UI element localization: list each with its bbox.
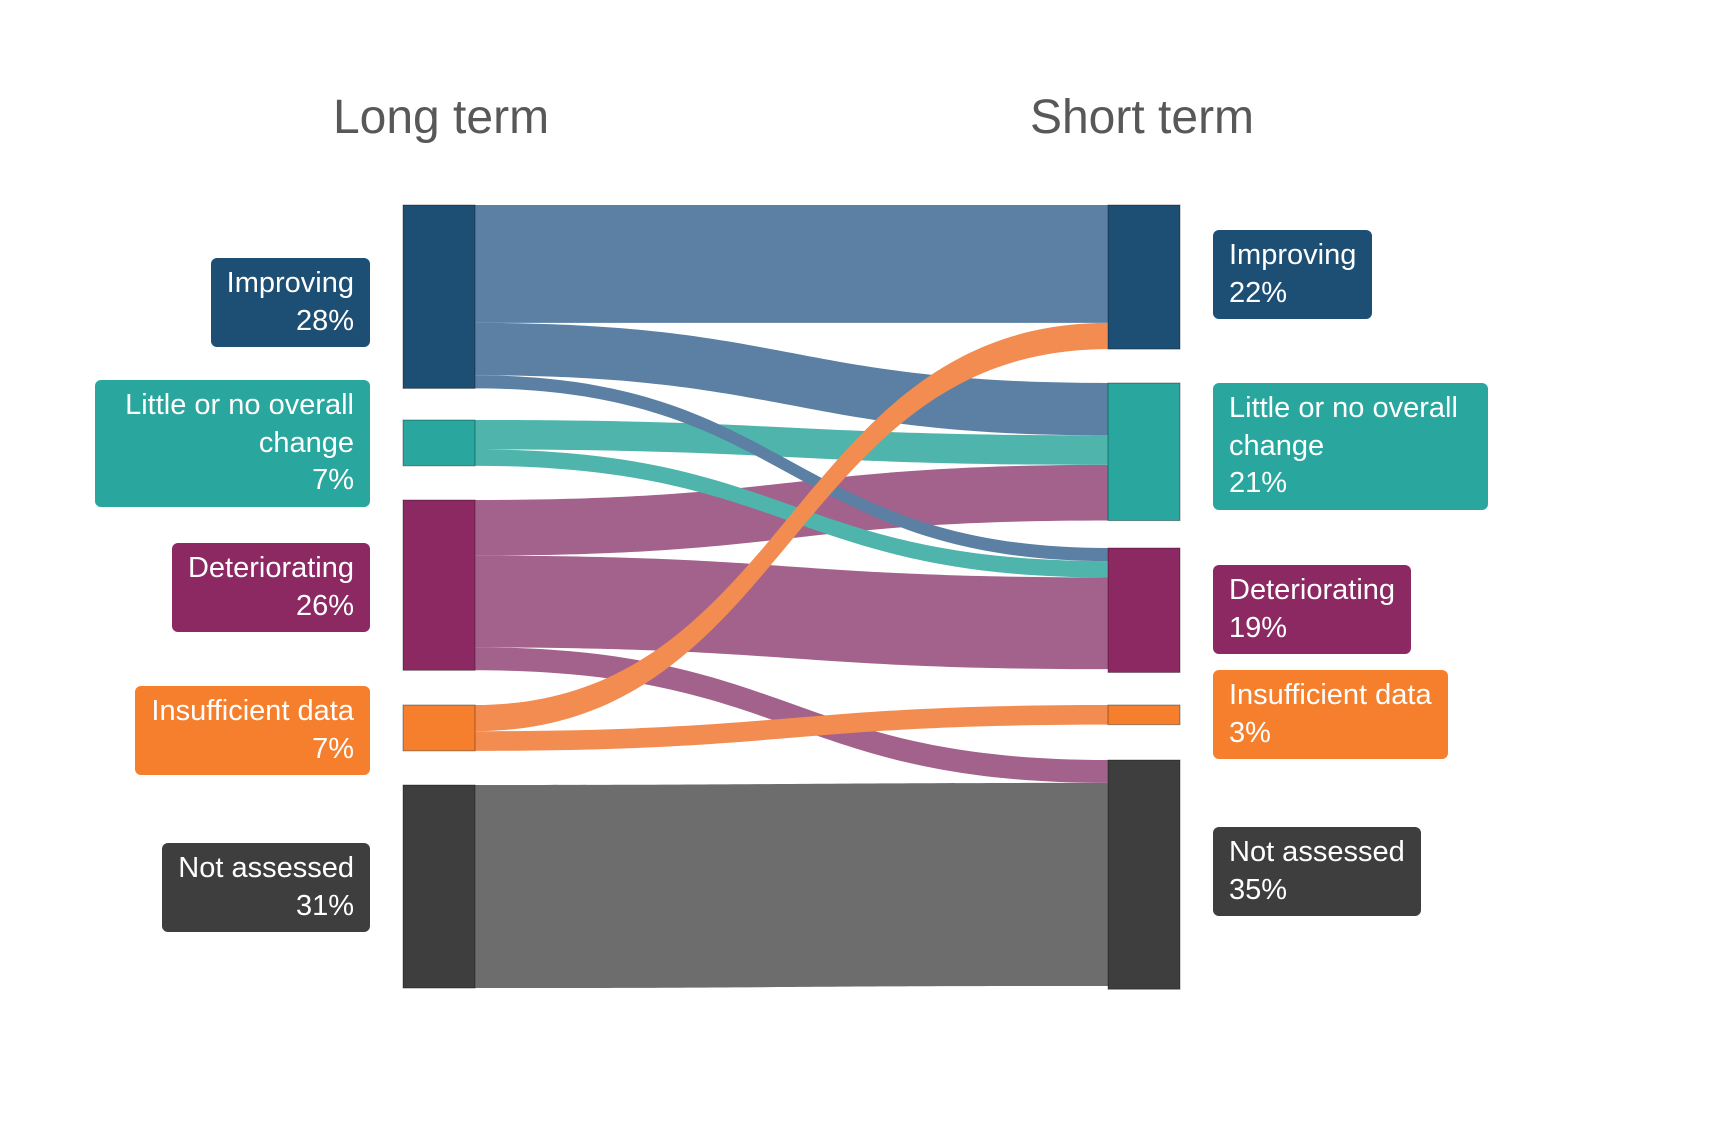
category-percent: 26% (295, 589, 354, 622)
node-right-little_change (1107, 382, 1181, 522)
node-right-deteriorating (1107, 547, 1181, 673)
label-left-not_assessed: Not assessed 31% (162, 843, 370, 933)
category-name: Deteriorating (1229, 574, 1396, 606)
node-left-little_change (402, 419, 476, 467)
category-percent: 19% (1229, 611, 1288, 644)
label-left-deteriorating: Deteriorating 26% (171, 543, 370, 633)
flow-insufficient-to-improving (475, 322, 1108, 732)
category-percent: 22% (1229, 276, 1288, 309)
flow-deteriorating-to-deteriorating (475, 555, 1108, 670)
label-right-improving: Improving 22% (1213, 230, 1373, 320)
node-left-not_assessed (402, 784, 476, 989)
column-header-short-term: Short term (1029, 91, 1255, 144)
node-left-improving (402, 204, 476, 389)
flow-not_assessed-to-not_assessed (475, 782, 1108, 989)
label-left-little_change: Little or no overall change 7% (95, 380, 370, 508)
category-name: Not assessed (1229, 836, 1405, 868)
node-left-deteriorating (402, 499, 476, 671)
label-right-deteriorating: Deteriorating 19% (1213, 565, 1412, 655)
category-percent: 7% (312, 464, 354, 497)
category-name: Insufficient data (151, 695, 354, 727)
category-percent: 21% (1229, 467, 1288, 500)
label-left-improving: Improving 28% (210, 258, 370, 348)
flow-little_change-to-deteriorating (475, 449, 1108, 578)
node-left-insufficient (402, 704, 476, 752)
node-right-insufficient (1107, 704, 1181, 726)
label-right-not_assessed: Not assessed 35% (1213, 827, 1421, 917)
category-percent: 31% (295, 889, 354, 922)
category-name: Little or no overall change (1229, 392, 1458, 462)
node-right-improving (1107, 204, 1181, 350)
category-percent: 7% (312, 732, 354, 765)
category-name: Improving (226, 267, 354, 299)
flow-improving-to-improving (475, 205, 1108, 323)
label-left-insufficient: Insufficient data 7% (135, 686, 370, 776)
label-right-insufficient: Insufficient data 3% (1213, 670, 1448, 760)
category-name: Not assessed (178, 852, 354, 884)
category-percent: 3% (1229, 716, 1271, 749)
node-right-not_assessed (1107, 759, 1181, 990)
category-name: Little or no overall change (125, 389, 354, 459)
flow-insufficient-to-insufficient (475, 705, 1108, 751)
category-percent: 28% (295, 304, 354, 337)
flow-improving-to-little_change (475, 322, 1108, 436)
category-name: Improving (1229, 239, 1357, 271)
label-right-little_change: Little or no overall change 21% (1213, 383, 1488, 511)
category-percent: 35% (1229, 873, 1288, 906)
column-header-long-term: Long term (332, 91, 550, 144)
category-name: Deteriorating (187, 552, 354, 584)
category-name: Insufficient data (1229, 679, 1432, 711)
flow-little_change-to-little_change (475, 420, 1108, 465)
flow-improving-to-deteriorating (475, 375, 1108, 562)
